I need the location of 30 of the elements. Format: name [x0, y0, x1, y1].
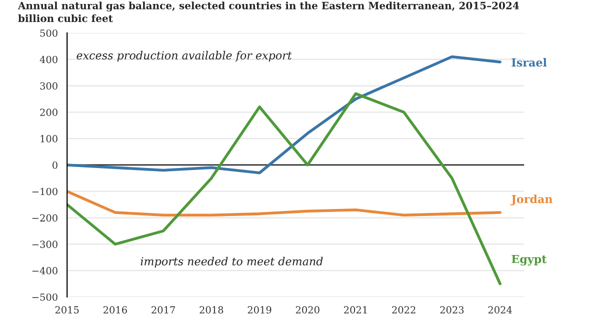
- y-tick-label: −300: [32, 240, 58, 248]
- x-tick-label: 2024: [488, 306, 512, 314]
- y-tick-label: 400: [40, 56, 58, 64]
- x-tick-label: 2022: [392, 306, 416, 314]
- x-tick-label: 2020: [296, 306, 320, 314]
- x-tick-label: 2015: [55, 306, 79, 314]
- y-tick-label: 200: [40, 108, 58, 116]
- series-label: Israel: [512, 58, 547, 67]
- x-tick-label: 2016: [103, 306, 127, 314]
- y-tick-label: −500: [32, 293, 58, 301]
- chart-subtitle: billion cubic feet: [18, 14, 113, 22]
- x-tick-label: 2017: [152, 306, 175, 314]
- y-tick-label: −200: [32, 214, 58, 222]
- y-tick-label: 500: [40, 29, 58, 37]
- line-series: [67, 92, 502, 286]
- annotation: imports needed to meet demand: [140, 256, 323, 268]
- series-label: Egypt: [512, 254, 547, 266]
- x-tick-label: 2019: [248, 306, 272, 314]
- chart-title: Annual natural gas balance, selected countries in the Eastern Mediterranean, 2015–2024: [18, 2, 519, 12]
- y-tick-label: 300: [40, 82, 58, 90]
- y-tick-label: −400: [32, 267, 58, 274]
- x-tick-label: 2018: [200, 306, 224, 314]
- series-label: Jordan: [510, 194, 552, 206]
- y-tick-label: 0: [52, 161, 58, 169]
- annotation: excess production available for export: [76, 50, 292, 62]
- line-series: [67, 190, 502, 217]
- x-tick-label: 2023: [440, 306, 464, 314]
- y-tick-label: 100: [40, 135, 58, 142]
- x-tick-label: 2021: [344, 306, 367, 314]
- y-tick-label: −100: [32, 188, 58, 196]
